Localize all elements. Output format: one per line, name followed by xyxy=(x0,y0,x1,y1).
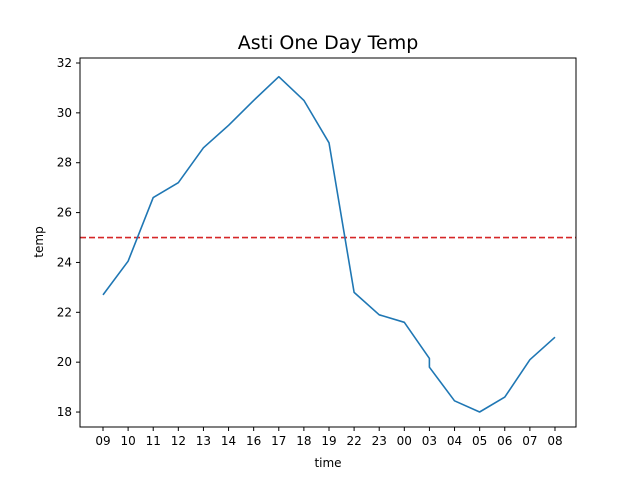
y-tick-label: 30 xyxy=(57,106,72,120)
y-tick-label: 28 xyxy=(57,156,72,170)
y-tick-label: 26 xyxy=(57,206,72,220)
x-tick-label: 07 xyxy=(522,434,537,448)
x-tick-label: 04 xyxy=(447,434,462,448)
x-tick-label: 03 xyxy=(422,434,437,448)
x-tick-label: 22 xyxy=(346,434,361,448)
chart-title: Asti One Day Temp xyxy=(238,32,419,54)
temperature-series-line xyxy=(102,75,556,413)
x-tick-label: 18 xyxy=(296,434,311,448)
x-tick-label: 11 xyxy=(146,434,161,448)
x-tick-label: 13 xyxy=(196,434,211,448)
x-tick-label: 19 xyxy=(321,434,336,448)
x-tick-label: 10 xyxy=(120,434,135,448)
x-tick-label: 09 xyxy=(95,434,110,448)
x-tick-label: 14 xyxy=(221,434,236,448)
y-tick-label: 24 xyxy=(57,255,72,269)
y-tick-label: 32 xyxy=(57,56,72,70)
y-axis-label: temp xyxy=(32,226,46,257)
plot-frame xyxy=(79,57,577,428)
x-tick-label: 08 xyxy=(547,434,562,448)
x-tick-label: 12 xyxy=(171,434,186,448)
y-tick-label: 20 xyxy=(57,355,72,369)
x-tick-label: 23 xyxy=(372,434,387,448)
x-tick-label: 00 xyxy=(397,434,412,448)
x-tick-label: 17 xyxy=(271,434,286,448)
x-tick-label: 16 xyxy=(246,434,261,448)
x-tick-label: 05 xyxy=(472,434,487,448)
x-axis-label: time xyxy=(314,456,341,470)
y-tick-label: 18 xyxy=(57,405,72,419)
x-tick-label: 06 xyxy=(497,434,512,448)
y-tick-label: 22 xyxy=(57,305,72,319)
